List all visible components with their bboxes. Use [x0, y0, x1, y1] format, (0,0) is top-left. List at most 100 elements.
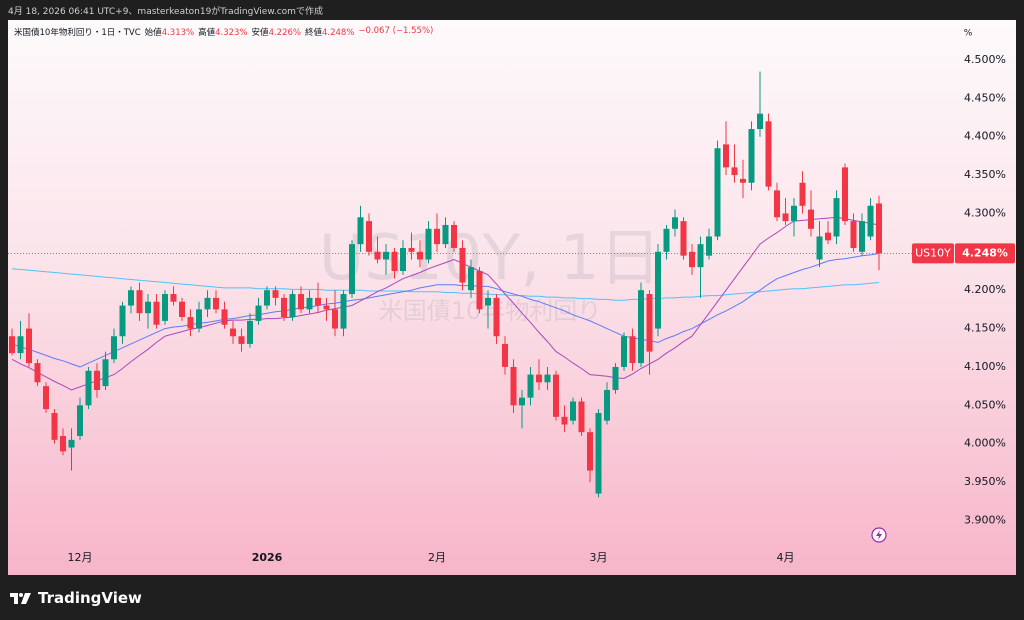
candle-body — [281, 297, 287, 318]
candle-body — [527, 374, 534, 398]
candle-body — [417, 251, 423, 260]
candle-body — [434, 228, 440, 245]
candle-body — [145, 301, 151, 314]
y-tick-label: 4.300% — [964, 206, 1006, 219]
candle-body — [544, 374, 551, 383]
candle-body — [315, 297, 321, 306]
legend-value: 4.226% — [268, 28, 301, 38]
legend-label: 始値 — [144, 28, 162, 38]
moving-average-line — [11, 252, 880, 368]
candle-body — [833, 198, 840, 237]
candle-body — [731, 167, 738, 176]
candle-body — [357, 217, 364, 245]
candle-body — [570, 401, 576, 421]
candle-body — [298, 294, 304, 310]
candle-body — [238, 336, 245, 344]
legend-change: −0.067 (−1.55%) — [358, 26, 434, 36]
legend: 米国債10年物利回り・1日・TVC 始値4.313% 高値4.323% 安値4.226… — [14, 26, 433, 38]
candle-body — [621, 336, 627, 367]
y-tick-label: 3.950% — [964, 475, 1006, 488]
footer-brand: TradingView — [38, 589, 142, 607]
candle-body — [493, 297, 500, 337]
legend-label: 安値 — [251, 28, 269, 38]
candle-body — [561, 416, 568, 425]
header: 4月 18, 2026 06:41 UTC+9、masterkeaton19がT… — [8, 7, 323, 17]
candle-body — [697, 244, 704, 268]
candle-body — [221, 309, 228, 325]
candle-body — [102, 359, 109, 387]
candle-body — [374, 251, 381, 260]
candle-body — [340, 294, 347, 329]
chart: US10Y, 1日 米国債10年物利回り % 4.500%4.450%4.400… — [8, 29, 1015, 564]
candle-body — [706, 236, 712, 256]
candle-body — [799, 182, 806, 206]
candle-body — [77, 405, 83, 437]
candle-body — [629, 336, 636, 364]
y-tick-label: 4.200% — [964, 283, 1006, 296]
candle-body — [723, 144, 729, 168]
candle-body — [51, 412, 58, 440]
y-tick-label: 4.150% — [964, 322, 1006, 335]
legend-title: 米国債10年物利回り・1日・TVC — [14, 28, 141, 38]
candle-body — [153, 301, 160, 325]
candle-body — [272, 290, 279, 298]
candle-body — [476, 271, 483, 310]
legend-item: 安値4.226% — [252, 26, 301, 38]
candle-body — [774, 190, 780, 218]
candle-body — [111, 336, 117, 360]
price-tag-symbol-bg — [912, 243, 954, 264]
y-tick-label: 4.450% — [964, 91, 1006, 104]
candle-body — [34, 363, 41, 383]
candle-body — [876, 203, 882, 254]
candle-body — [85, 370, 92, 406]
candle-body — [825, 232, 831, 241]
y-tick-label: 3.900% — [964, 513, 1006, 526]
candle-body — [425, 228, 432, 260]
candle-body — [94, 370, 100, 390]
candle-body — [68, 439, 75, 448]
x-tick-label: 4月 — [777, 551, 795, 564]
x-tick-label: 2026 — [252, 551, 283, 564]
candle-body — [43, 386, 49, 410]
y-tick-label: 4.350% — [964, 168, 1006, 181]
x-tick-label: 2月 — [428, 551, 446, 564]
x-tick-label: 3月 — [590, 551, 608, 564]
candle-body — [604, 389, 610, 421]
candle-body — [179, 301, 185, 318]
candle-body — [408, 247, 415, 252]
y-tick-label: 4.100% — [964, 360, 1006, 373]
legend-value: 4.323% — [215, 28, 248, 38]
candle-body — [867, 205, 874, 237]
candle-body — [791, 205, 797, 222]
candle-body — [672, 217, 678, 229]
moving-average-line — [11, 268, 880, 301]
candle-body — [9, 336, 15, 354]
candle-body — [383, 251, 389, 260]
x-tick-label: 12月 — [68, 551, 93, 564]
candle-body — [332, 309, 338, 329]
chart-panel: US10Y, 1日 米国債10年物利回り % 4.500% 4.450% 4.400… — [8, 20, 1016, 575]
candle-body — [485, 297, 491, 306]
candle-body — [323, 305, 330, 310]
candle-body — [714, 148, 721, 237]
candle-body — [119, 305, 126, 337]
candle-body — [400, 247, 406, 272]
alert-bolt — [876, 530, 882, 540]
candle-body — [842, 167, 848, 222]
legend-item: 終値4.248% — [305, 26, 354, 38]
candle-body — [255, 305, 262, 321]
candle-body — [442, 224, 449, 245]
candle-body — [655, 251, 661, 329]
candle-body — [136, 290, 143, 314]
candle-body — [510, 366, 517, 406]
legend-value: 4.248% — [322, 28, 355, 38]
candle-body — [306, 297, 313, 310]
footer: TradingView — [10, 588, 142, 608]
candle-body — [60, 436, 66, 452]
candle-body — [740, 178, 746, 183]
candle-body — [468, 267, 474, 291]
price-tag-bg — [955, 243, 1015, 264]
legend-label: 終値 — [304, 28, 322, 38]
candle-body — [187, 317, 194, 329]
